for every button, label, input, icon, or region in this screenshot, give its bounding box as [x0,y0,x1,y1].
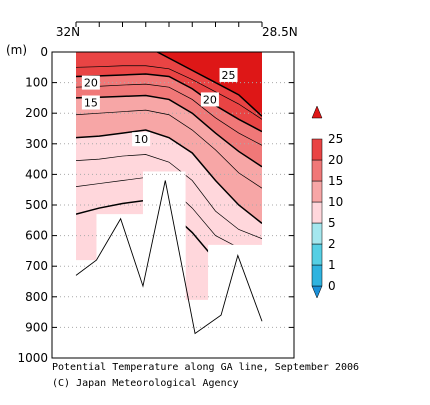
contour-label-bg [81,75,100,90]
contour-label-bg [81,95,100,110]
colorbar-top-arrow [311,105,323,119]
colorbar-segment [311,159,323,182]
contour-label: 20 [203,93,217,106]
y-tick-label: 500 [25,198,48,212]
contour-label: 15 [84,96,98,109]
y-axis-unit-label: (m) [6,43,27,57]
isotherm-22 [76,65,262,120]
band-above-25 [76,52,262,117]
colorbar-level-label: 20 [328,153,343,167]
isotherm-13 [76,109,262,189]
isotherm-15 [76,94,262,168]
top-left-latitude-label: 32N [56,25,80,39]
colorbar-level-label: 0 [328,279,336,293]
contour-label-bg [200,92,219,107]
colorbar-level-label: 10 [328,195,343,209]
isotherm-18 [76,83,262,146]
contour-label-bg [219,67,238,82]
colorbar-segment [311,138,323,161]
axes: 32N 28.5N (m) 0 100 200 300 400 500 600 700 800 9… [6,21,298,365]
y-tick-label: 800 [25,290,48,304]
y-tick-label: 900 [25,320,48,334]
bottom-profile [75,180,263,335]
y-tick-label: 100 [25,76,48,90]
y-tick-label: 300 [25,137,48,151]
contour-label: 25 [222,69,236,82]
colorbar-segment [311,243,323,266]
contour-label-bg [132,132,151,147]
isotherm-20 [76,73,262,133]
colorbar-bottom-arrow [311,285,323,299]
y-tick-label: 600 [25,229,48,243]
isotherm-25 [76,52,262,117]
colorbar-level-label: 15 [328,174,343,188]
contour-label: 20 [84,77,98,90]
colorbar-level-label: 5 [328,216,336,230]
colorbar-segment [311,264,323,287]
contour-labels: 25 20 20 15 10 [81,67,238,147]
isotherm-lines-clipped [76,52,262,267]
isotherm-lines [76,52,262,267]
colorbar-segment [311,222,323,245]
isotherm-8 [76,154,262,239]
colorbar-level-label: 25 [328,132,343,146]
colorbar-segment [311,180,323,203]
chart-caption-title: Potential Temperature along GA line, Sep… [52,362,360,373]
y-tick-label: 700 [25,259,48,273]
top-right-latitude-label: 28.5N [262,25,298,39]
colorbar-level-label: 1 [328,258,336,272]
colorbar-level-label: 2 [328,237,336,251]
contour-label: 10 [134,133,148,146]
y-tick-label: 400 [25,167,48,181]
bottom-profile-line [75,180,263,335]
copyright-credit: (C) Japan Meteorological Agency [52,378,239,389]
isotherm-10 [76,129,262,224]
y-tick-label: 0 [40,45,48,59]
colorbar-segment [311,201,323,224]
y-tick-label: 200 [25,106,48,120]
y-tick-label: 1000 [17,351,48,365]
